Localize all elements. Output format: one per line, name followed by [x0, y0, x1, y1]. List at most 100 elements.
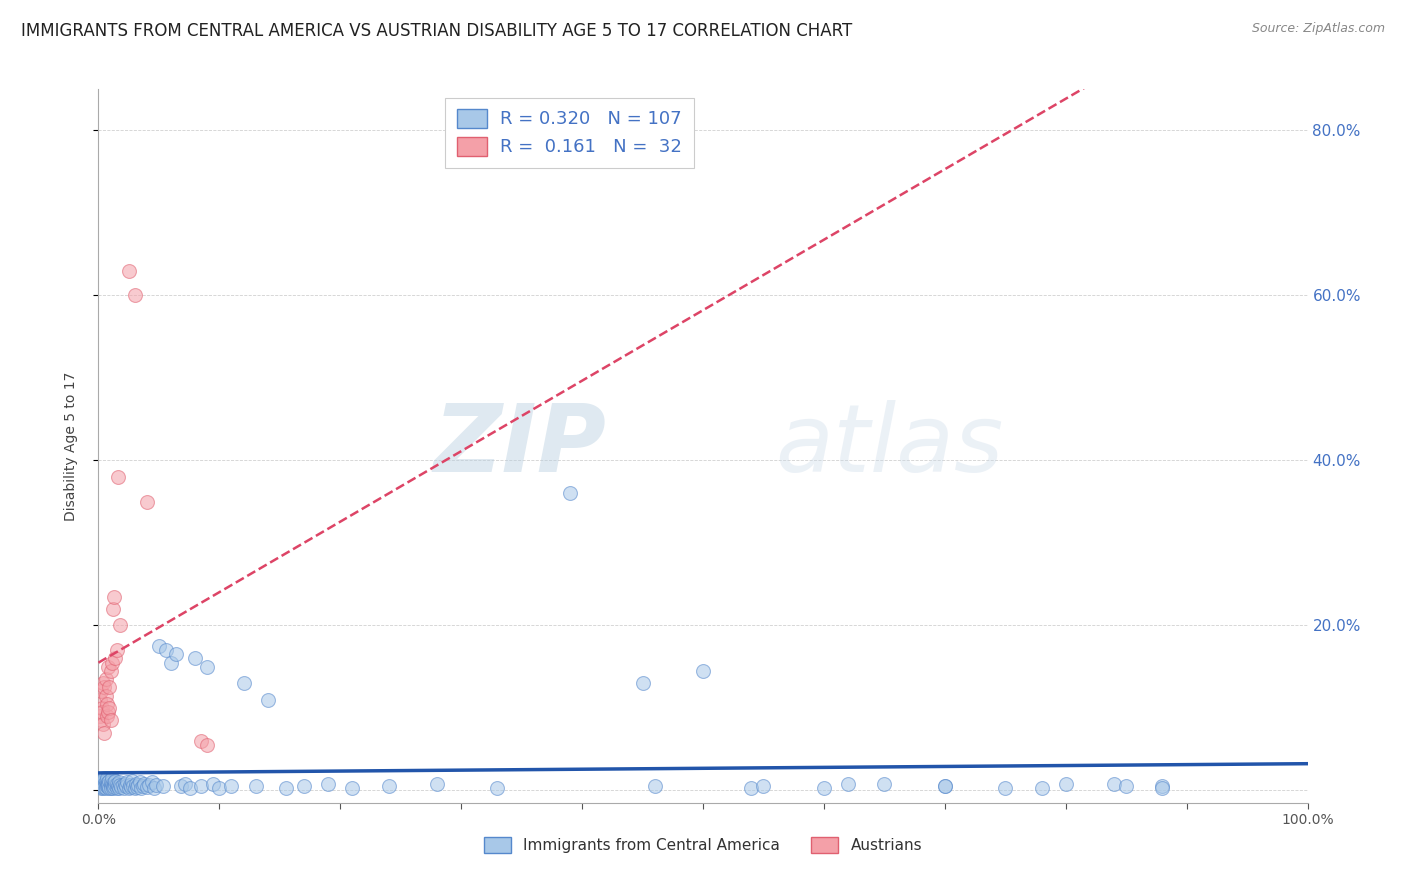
Point: [91, 780, 114, 794]
Point: [837, 777, 859, 791]
Point: [96, 780, 118, 794]
Point: [104, 778, 127, 792]
Point: [165, 648, 187, 662]
Point: [93, 771, 115, 785]
Point: [127, 780, 149, 794]
Point: [91, 701, 114, 715]
Legend: Immigrants from Central America, Austrians: Immigrants from Central America, Austria…: [478, 831, 928, 859]
Point: [221, 780, 243, 794]
Point: [558, 486, 581, 500]
Point: [98, 681, 121, 695]
Point: [114, 777, 136, 791]
Point: [105, 780, 128, 795]
Point: [342, 780, 364, 795]
Point: [122, 780, 145, 794]
Point: [179, 780, 201, 795]
Point: [1152, 780, 1174, 795]
Point: [91, 780, 114, 794]
Point: [190, 780, 212, 794]
Point: [120, 780, 142, 794]
Point: [97, 775, 120, 789]
Text: atlas: atlas: [776, 401, 1004, 491]
Point: [98, 701, 121, 715]
Point: [108, 780, 131, 795]
Point: [107, 780, 129, 794]
Point: [100, 779, 122, 793]
Point: [316, 777, 339, 791]
Point: [94, 672, 117, 686]
Point: [127, 779, 149, 793]
Point: [118, 780, 141, 795]
Point: [90, 714, 112, 728]
Point: [148, 639, 170, 653]
Point: [98, 773, 121, 788]
Point: [118, 778, 141, 792]
Point: [174, 777, 197, 791]
Y-axis label: Disability Age 5 to 17: Disability Age 5 to 17: [63, 371, 77, 521]
Point: [90, 780, 112, 795]
Point: [138, 779, 160, 793]
Point: [91, 717, 114, 731]
Point: [100, 777, 122, 791]
Point: [93, 780, 115, 794]
Point: [118, 263, 141, 277]
Point: [813, 780, 835, 795]
Point: [631, 676, 654, 690]
Point: [93, 725, 115, 739]
Point: [91, 676, 114, 690]
Point: [426, 777, 449, 791]
Point: [155, 643, 177, 657]
Point: [129, 780, 152, 795]
Point: [91, 775, 114, 789]
Point: [104, 773, 127, 788]
Point: [91, 780, 114, 795]
Point: [132, 780, 155, 794]
Point: [124, 780, 146, 795]
Point: [91, 705, 114, 719]
Point: [292, 780, 315, 794]
Point: [141, 775, 163, 789]
Point: [108, 775, 131, 789]
Point: [108, 778, 131, 792]
Point: [1102, 777, 1125, 791]
Text: Source: ZipAtlas.com: Source: ZipAtlas.com: [1251, 22, 1385, 36]
Point: [93, 777, 115, 791]
Point: [1152, 780, 1174, 794]
Point: [873, 777, 896, 791]
Point: [208, 780, 231, 795]
Point: [94, 689, 117, 703]
Point: [752, 780, 775, 794]
Point: [97, 778, 120, 792]
Point: [135, 780, 157, 794]
Point: [101, 780, 124, 794]
Point: [115, 780, 138, 794]
Point: [934, 780, 956, 794]
Point: [1054, 777, 1077, 791]
Point: [195, 659, 218, 673]
Point: [101, 780, 124, 795]
Point: [101, 602, 124, 616]
Point: [145, 778, 167, 792]
Point: [103, 775, 125, 789]
Point: [111, 779, 134, 793]
Point: [112, 780, 135, 795]
Point: [152, 780, 174, 794]
Point: [100, 714, 122, 728]
Point: [96, 709, 118, 723]
Point: [105, 643, 128, 657]
Point: [108, 618, 131, 632]
Point: [190, 734, 212, 748]
Point: [97, 659, 120, 673]
Point: [89, 775, 111, 789]
Point: [169, 780, 191, 794]
Point: [274, 780, 297, 795]
Point: [195, 738, 218, 752]
Point: [93, 681, 115, 695]
Point: [96, 697, 118, 711]
Point: [94, 773, 117, 788]
Point: [100, 656, 122, 670]
Point: [103, 780, 125, 794]
Point: [124, 288, 146, 302]
Point: [89, 780, 111, 794]
Point: [377, 780, 399, 794]
